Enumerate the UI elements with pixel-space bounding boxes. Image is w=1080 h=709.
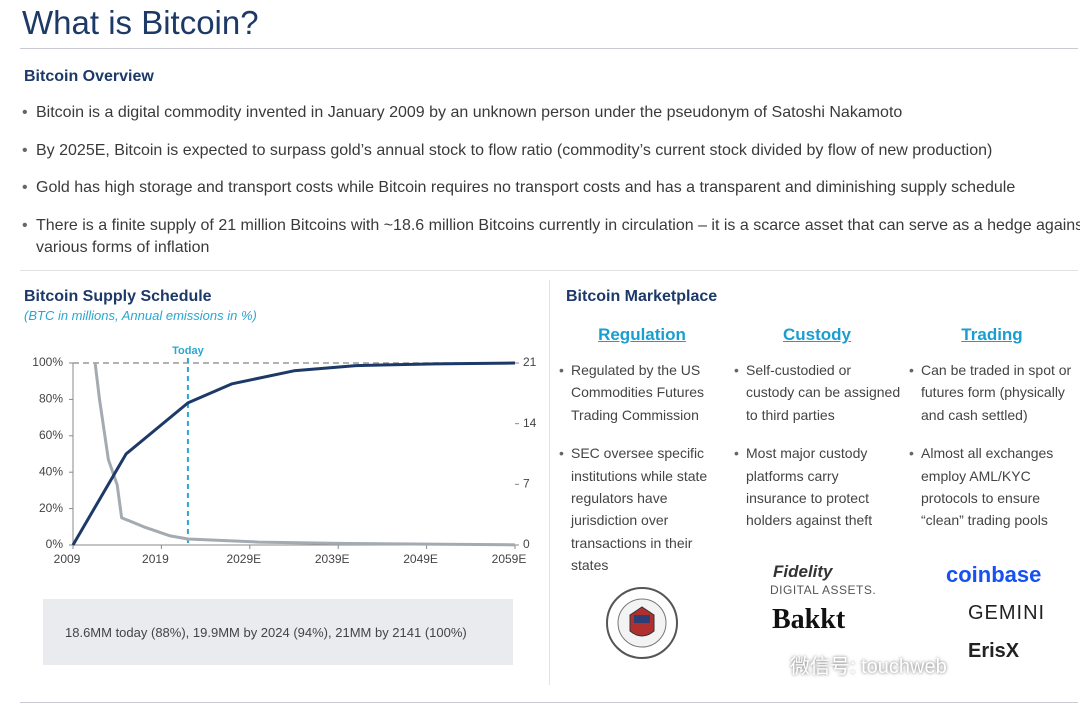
bullet: By 2025E, Bitcoin is expected to surpass… xyxy=(22,140,1080,162)
column: Regulation Regulated by the US Commoditi… xyxy=(557,325,727,577)
column: Trading Can be traded in spot or futures… xyxy=(907,325,1077,532)
y2-tick-label: 0 xyxy=(523,537,530,551)
chart: 0% 20% 40% 60% 80% 100% 0 7 14 21 2009 2019 2029E 203… xyxy=(32,345,537,566)
summary-text: 18.6MM today (88%), 19.9MM by 2024 (94%)… xyxy=(65,625,467,640)
section-heading: Bitcoin Marketplace xyxy=(566,288,718,305)
x-tick-label: 2039E xyxy=(315,552,350,566)
bullet: Can be traded in spot or futures form (p… xyxy=(907,359,1077,426)
cftc-seal xyxy=(606,587,678,659)
today-label: Today xyxy=(172,345,204,357)
y-tick-label: 0% xyxy=(46,537,64,551)
y-tick-label: 60% xyxy=(39,428,63,442)
bullet: SEC oversee specific institutions while … xyxy=(557,442,727,576)
series-line xyxy=(93,362,516,547)
logo-fidelity-sub: DIGITAL ASSETS. xyxy=(770,583,877,597)
chart-subtitle: (BTC in millions, Annual emissions in %) xyxy=(24,308,257,323)
x-tick-label: 2019 xyxy=(142,552,169,566)
logo-fidelity: Fidelity xyxy=(773,562,833,581)
column-divider xyxy=(549,280,550,685)
logo-gemini: GEMINI xyxy=(968,602,1046,624)
section-heading: Bitcoin Overview xyxy=(24,68,154,85)
title-rule xyxy=(20,48,1078,49)
column: Custody Self-custodied or custody can be… xyxy=(732,325,902,532)
summary-box: 18.6MM today (88%), 19.9MM by 2024 (94%)… xyxy=(43,599,513,665)
x-tick-label: 2059E xyxy=(492,552,527,566)
logo-bakkt: Bakkt xyxy=(772,604,846,635)
x-tick-label: 2029E xyxy=(226,552,261,566)
bullet: Most major custody platforms carry insur… xyxy=(732,442,902,532)
y-tick-label: 40% xyxy=(39,464,63,478)
y-tick-label: 100% xyxy=(32,355,63,369)
slide-title: What is Bitcoin? xyxy=(22,4,259,41)
bullet: Gold has high storage and transport cost… xyxy=(22,177,1080,199)
x-tick-label: 2049E xyxy=(403,552,438,566)
y-tick-label: 80% xyxy=(39,392,63,406)
y2-tick-label: 14 xyxy=(523,416,537,430)
column-title: Trading xyxy=(961,325,1023,344)
logo-erisx: ErisX xyxy=(968,640,1020,662)
column-title: Custody xyxy=(783,325,851,344)
section-rule xyxy=(20,270,1078,271)
y-tick-label: 20% xyxy=(39,501,63,515)
bullet: Almost all exchanges employ AML/KYC prot… xyxy=(907,442,1077,532)
series-line xyxy=(71,361,516,546)
x-tick-label: 2009 xyxy=(54,552,81,566)
logo-coinbase: coinbase xyxy=(946,562,1042,587)
section-heading: Bitcoin Supply Schedule xyxy=(24,288,212,305)
y2-tick-label: 21 xyxy=(523,355,537,369)
y2-tick-label: 7 xyxy=(523,477,530,491)
column-title: Regulation xyxy=(598,325,686,344)
bullet: Self-custodied or custody can be assigne… xyxy=(732,359,902,426)
bullet: There is a finite supply of 21 million B… xyxy=(22,215,1080,259)
bullet: Bitcoin is a digital commodity invented … xyxy=(22,102,1080,124)
bullet: Regulated by the US Commodities Futures … xyxy=(557,359,727,426)
footer-rule xyxy=(20,702,1078,703)
watermark: 微信号: touchweb xyxy=(790,656,947,678)
